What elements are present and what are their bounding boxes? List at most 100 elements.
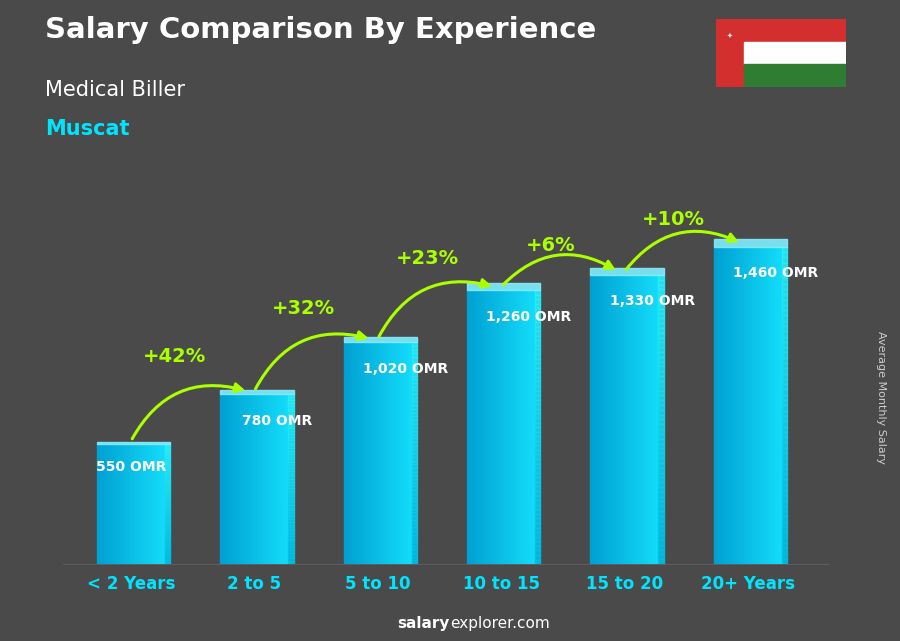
- Bar: [782, 559, 788, 564]
- Bar: [165, 474, 170, 476]
- Bar: [411, 483, 417, 487]
- Bar: [380, 342, 381, 564]
- Bar: [411, 390, 417, 394]
- Bar: [411, 442, 417, 445]
- Bar: [754, 247, 756, 564]
- Bar: [133, 444, 134, 564]
- Bar: [600, 275, 602, 564]
- Bar: [782, 463, 788, 469]
- Bar: [398, 342, 399, 564]
- Bar: [411, 387, 417, 390]
- Bar: [411, 545, 417, 549]
- Text: explorer.com: explorer.com: [450, 617, 550, 631]
- Bar: [482, 290, 483, 564]
- Bar: [535, 437, 540, 441]
- Bar: [165, 454, 170, 456]
- Bar: [137, 444, 138, 564]
- Bar: [658, 535, 664, 540]
- Bar: [411, 479, 417, 483]
- Bar: [249, 394, 251, 564]
- Bar: [165, 504, 170, 506]
- Bar: [535, 413, 540, 418]
- Bar: [658, 497, 664, 501]
- Bar: [282, 394, 283, 564]
- Bar: [486, 290, 488, 564]
- Bar: [484, 290, 485, 564]
- Bar: [411, 535, 417, 538]
- Bar: [782, 268, 788, 273]
- Bar: [658, 289, 664, 294]
- Bar: [535, 327, 540, 331]
- Bar: [726, 247, 727, 564]
- Bar: [288, 412, 293, 414]
- Bar: [535, 386, 540, 390]
- Bar: [108, 444, 110, 564]
- Bar: [411, 372, 417, 376]
- Bar: [165, 524, 170, 526]
- Bar: [535, 390, 540, 395]
- Bar: [782, 543, 788, 548]
- Bar: [658, 410, 664, 415]
- Bar: [658, 429, 664, 434]
- Bar: [724, 247, 725, 564]
- Bar: [411, 357, 417, 361]
- Bar: [658, 313, 664, 319]
- Bar: [647, 275, 648, 564]
- Bar: [411, 413, 417, 416]
- Bar: [99, 444, 100, 564]
- Bar: [401, 342, 402, 564]
- Bar: [782, 315, 788, 320]
- Text: Salary Comparison By Experience: Salary Comparison By Experience: [45, 16, 596, 44]
- Text: +10%: +10%: [643, 210, 706, 229]
- Bar: [165, 469, 170, 470]
- Bar: [468, 290, 470, 564]
- Bar: [240, 394, 242, 564]
- Bar: [658, 434, 664, 439]
- Bar: [165, 544, 170, 546]
- Text: 1,330 OMR: 1,330 OMR: [609, 294, 695, 308]
- Bar: [658, 487, 664, 492]
- Bar: [130, 444, 132, 564]
- Bar: [658, 449, 664, 453]
- Bar: [595, 275, 596, 564]
- Bar: [535, 404, 540, 409]
- Bar: [411, 431, 417, 435]
- Bar: [253, 394, 254, 564]
- Bar: [590, 268, 664, 275]
- Bar: [279, 394, 280, 564]
- Bar: [288, 474, 293, 476]
- Bar: [288, 414, 293, 417]
- Bar: [744, 42, 846, 64]
- Bar: [658, 304, 664, 308]
- Bar: [498, 290, 499, 564]
- Bar: [165, 528, 170, 530]
- Bar: [411, 405, 417, 409]
- Bar: [480, 290, 481, 564]
- Bar: [390, 342, 392, 564]
- Bar: [769, 247, 770, 564]
- Bar: [288, 494, 293, 496]
- Bar: [782, 548, 788, 553]
- Bar: [715, 247, 716, 564]
- Bar: [382, 342, 383, 564]
- Bar: [165, 453, 170, 454]
- Bar: [103, 444, 104, 564]
- Bar: [107, 444, 108, 564]
- Bar: [535, 336, 540, 340]
- Bar: [658, 478, 664, 482]
- Bar: [771, 247, 773, 564]
- Bar: [594, 275, 595, 564]
- Bar: [782, 522, 788, 527]
- Bar: [776, 247, 778, 564]
- Bar: [658, 371, 664, 376]
- Bar: [225, 394, 226, 564]
- Bar: [782, 263, 788, 268]
- Bar: [165, 456, 170, 458]
- Bar: [535, 317, 540, 322]
- Bar: [762, 247, 763, 564]
- Bar: [535, 422, 540, 427]
- Bar: [361, 342, 362, 564]
- Bar: [165, 498, 170, 501]
- Bar: [743, 247, 744, 564]
- Bar: [658, 463, 664, 468]
